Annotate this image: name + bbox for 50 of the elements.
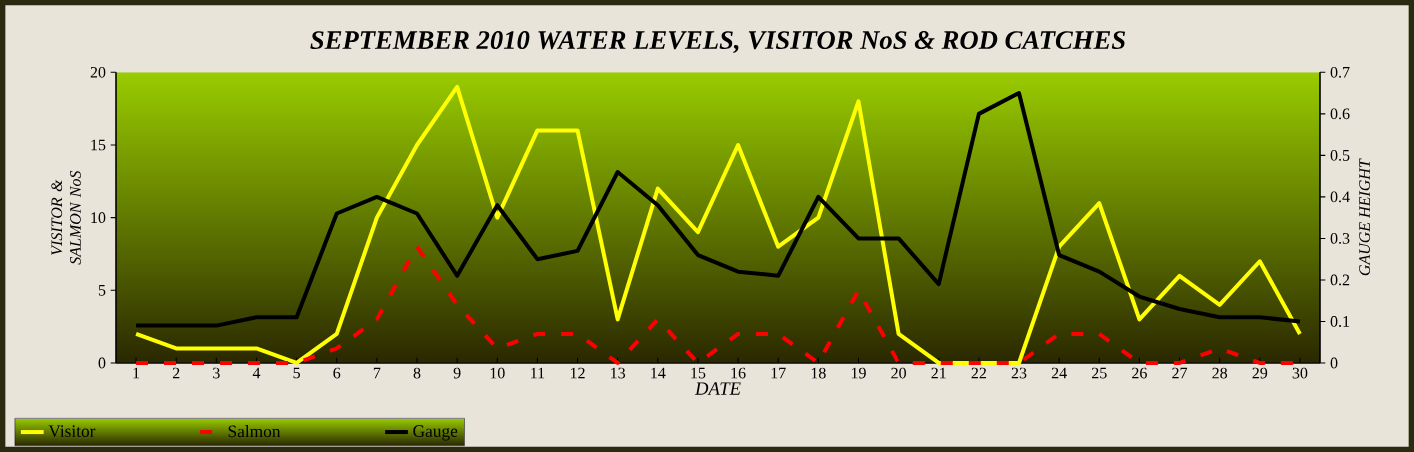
x-tick-label: 8	[413, 367, 421, 379]
x-tick-label: 15	[691, 367, 706, 379]
x-axis-title: DATE	[694, 382, 741, 395]
x-tick-label: 24	[1051, 367, 1067, 379]
legend-label: Gauge	[413, 425, 458, 441]
x-tick-label: 22	[971, 367, 986, 379]
y2-tick-label: 0	[1330, 357, 1338, 369]
x-tick-label: 3	[213, 367, 220, 379]
y2-tick-label: 0.6	[1330, 108, 1350, 120]
x-tick-label: 13	[611, 367, 626, 379]
x-tick-label: 16	[731, 367, 746, 379]
y2-axis-title: GAUGE HEIGHT	[1359, 158, 1370, 276]
x-tick-label: 25	[1091, 367, 1107, 379]
x-tick-label: 20	[891, 367, 906, 379]
x-tick-label: 21	[931, 367, 946, 379]
x-tick-label: 10	[490, 367, 505, 379]
y2-tick-label: 0.7	[1330, 66, 1350, 78]
y-axis-title: VISITOR & SALMON NoS	[51, 170, 81, 265]
x-tick-label: 27	[1172, 367, 1188, 379]
x-tick-label: 5	[293, 367, 300, 379]
chart-title: SEPTEMBER 2010 WATER LEVELS, VISITOR NoS & ROD CATCHES	[310, 31, 1126, 53]
x-tick-label: 29	[1252, 367, 1268, 379]
x-tick-label: 18	[811, 367, 826, 379]
x-tick-label: 2	[172, 367, 180, 379]
y2-tick-label: 0.2	[1330, 274, 1350, 286]
x-tick-label: 14	[651, 367, 666, 379]
x-tick-label: 12	[570, 367, 585, 379]
y2-tick-label: 0.1	[1330, 316, 1350, 327]
y2-tick-label: 0.3	[1330, 232, 1350, 244]
x-tick-label: 7	[373, 367, 381, 379]
x-tick-label: 9	[453, 367, 461, 379]
x-tick-label: 4	[252, 367, 261, 379]
x-tick-label: 11	[531, 367, 545, 379]
y2-tick-label: 0.4	[1330, 191, 1350, 203]
x-tick-label: 30	[1292, 367, 1308, 379]
legend-label: Salmon	[228, 425, 281, 438]
x-tick-label: 1	[133, 367, 140, 379]
x-tick-label: 28	[1212, 367, 1228, 379]
x-tick-label: 26	[1132, 367, 1147, 379]
y-tick-label: 20	[90, 66, 106, 78]
y2-tick-label: 0.5	[1330, 149, 1350, 161]
x-tick-label: 6	[333, 367, 341, 379]
y-tick-label: 5	[98, 285, 106, 296]
y-tick-label: 15	[91, 139, 106, 151]
y-tick-label: 10	[91, 212, 106, 224]
y-tick-label: 0	[98, 357, 106, 369]
legend-label: Visitor	[48, 425, 96, 438]
x-tick-label: 19	[851, 367, 866, 379]
x-tick-label: 17	[771, 367, 786, 379]
x-tick-label: 23	[1011, 367, 1027, 379]
